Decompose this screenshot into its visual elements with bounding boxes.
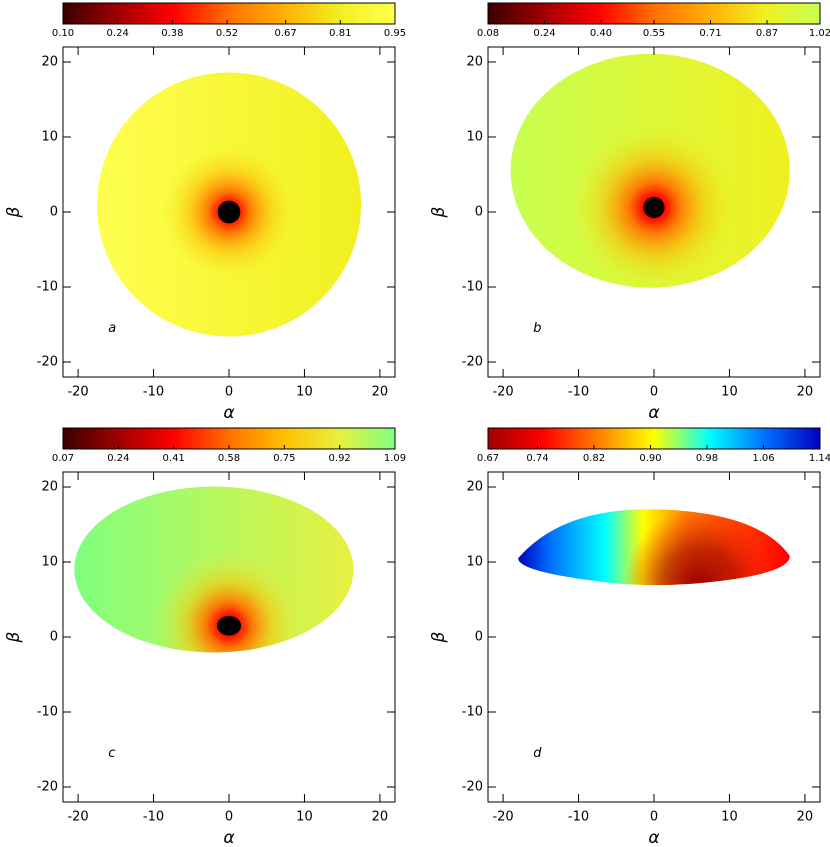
- y-tick-label: 0: [475, 630, 483, 645]
- colorbar-tick-label: 1.09: [384, 453, 406, 464]
- x-tick-label: 0: [225, 385, 233, 400]
- y-tick-label: 10: [41, 130, 58, 145]
- y-tick-label: 0: [475, 205, 483, 220]
- black-hole: [643, 196, 665, 219]
- y-axis-label: β: [4, 206, 24, 218]
- panel-label: d: [533, 746, 542, 761]
- y-tick-label: -10: [462, 280, 483, 295]
- x-tick-label: -20: [67, 385, 88, 400]
- y-tick-label: 10: [466, 130, 483, 145]
- x-tick-label: -10: [568, 810, 589, 825]
- colorbar-tick-label: 1.02: [809, 28, 830, 39]
- colorbar-tick-label: 1.14: [809, 453, 830, 464]
- x-tick-label: 20: [797, 810, 814, 825]
- colorbar-tick-label: 0.67: [275, 28, 297, 39]
- colorbar-tick-label: 0.07: [52, 453, 74, 464]
- colorbar-tick-label: 0.75: [273, 453, 295, 464]
- x-axis-label: α: [648, 828, 659, 847]
- y-tick-label: 0: [50, 205, 58, 220]
- colorbar-tick-label: 0.55: [643, 28, 665, 39]
- y-tick-label: -20: [37, 780, 58, 795]
- y-tick-label: -20: [37, 355, 58, 370]
- colorbar-tick-label: 0.58: [218, 453, 240, 464]
- y-axis-label: β: [4, 631, 24, 643]
- x-axis-label: α: [223, 828, 234, 847]
- colorbar-tick-label: 0.82: [583, 453, 605, 464]
- y-axis-label: β: [429, 631, 449, 643]
- panel-label: c: [108, 746, 115, 761]
- y-tick-label: 20: [41, 55, 58, 70]
- x-tick-label: -20: [67, 810, 88, 825]
- colorbar-tick-label: 0.24: [533, 28, 555, 39]
- colorbar-tick-label: 0.10: [52, 28, 74, 39]
- x-tick-label: 20: [372, 385, 389, 400]
- colorbar-tick-label: 0.81: [329, 28, 351, 39]
- x-tick-label: -10: [143, 385, 164, 400]
- colorbar-tick-label: 0.87: [756, 28, 778, 39]
- disk-image: [74, 486, 354, 653]
- x-axis-label: α: [648, 403, 659, 423]
- colorbar-tick-label: 0.71: [699, 28, 721, 39]
- y-tick-label: 0: [50, 630, 58, 645]
- colorbar-tick-label: 0.92: [329, 453, 351, 464]
- colorbar-tick-label: 0.67: [477, 453, 499, 464]
- colorbar-tick-label: 0.38: [161, 28, 183, 39]
- y-tick-label: 20: [41, 480, 58, 495]
- colorbar-tick-label: 0.90: [639, 453, 661, 464]
- y-tick-label: 10: [41, 555, 58, 570]
- disk-shade: [623, 509, 775, 586]
- colorbar-tick-label: 0.24: [107, 453, 129, 464]
- black-hole: [217, 200, 241, 224]
- x-tick-label: -20: [492, 385, 513, 400]
- black-hole: [216, 615, 242, 636]
- x-tick-label: -20: [492, 810, 513, 825]
- y-tick-label: -20: [462, 355, 483, 370]
- y-tick-label: -20: [462, 780, 483, 795]
- x-tick-label: 10: [296, 810, 313, 825]
- colorbar: [62, 2, 396, 25]
- disk-image: [96, 72, 362, 337]
- y-axis-label: β: [429, 206, 449, 218]
- x-tick-label: -10: [143, 810, 164, 825]
- x-tick-label: 0: [650, 810, 658, 825]
- panel-label: a: [108, 321, 116, 336]
- y-tick-label: -10: [462, 705, 483, 720]
- colorbar-tick-label: 0.98: [696, 453, 718, 464]
- x-tick-label: 10: [721, 810, 738, 825]
- x-tick-label: 0: [650, 385, 658, 400]
- colorbar-tick-label: 0.95: [384, 28, 406, 39]
- disk-image: [518, 509, 790, 586]
- y-tick-label: 20: [466, 55, 483, 70]
- y-tick-label: -10: [37, 280, 58, 295]
- colorbar-tick-label: 1.06: [752, 453, 774, 464]
- y-tick-label: 10: [466, 555, 483, 570]
- y-tick-label: 20: [466, 480, 483, 495]
- colorbar: [487, 427, 821, 450]
- colorbar-tick-label: 0.52: [216, 28, 238, 39]
- x-tick-label: 20: [797, 385, 814, 400]
- x-axis-label: α: [223, 403, 234, 423]
- colorbar-tick-label: 0.41: [163, 453, 185, 464]
- colorbar-tick-label: 0.08: [477, 28, 499, 39]
- y-tick-label: -10: [37, 705, 58, 720]
- colorbar-tick-label: 0.24: [107, 28, 129, 39]
- panel-label: b: [533, 321, 541, 336]
- x-tick-label: 10: [296, 385, 313, 400]
- x-tick-label: -10: [568, 385, 589, 400]
- x-tick-label: 10: [721, 385, 738, 400]
- disk-image: [510, 53, 790, 288]
- x-tick-label: 0: [225, 810, 233, 825]
- x-tick-label: 20: [372, 810, 389, 825]
- colorbar-tick-label: 0.74: [526, 453, 548, 464]
- colorbar-tick-label: 0.40: [590, 28, 612, 39]
